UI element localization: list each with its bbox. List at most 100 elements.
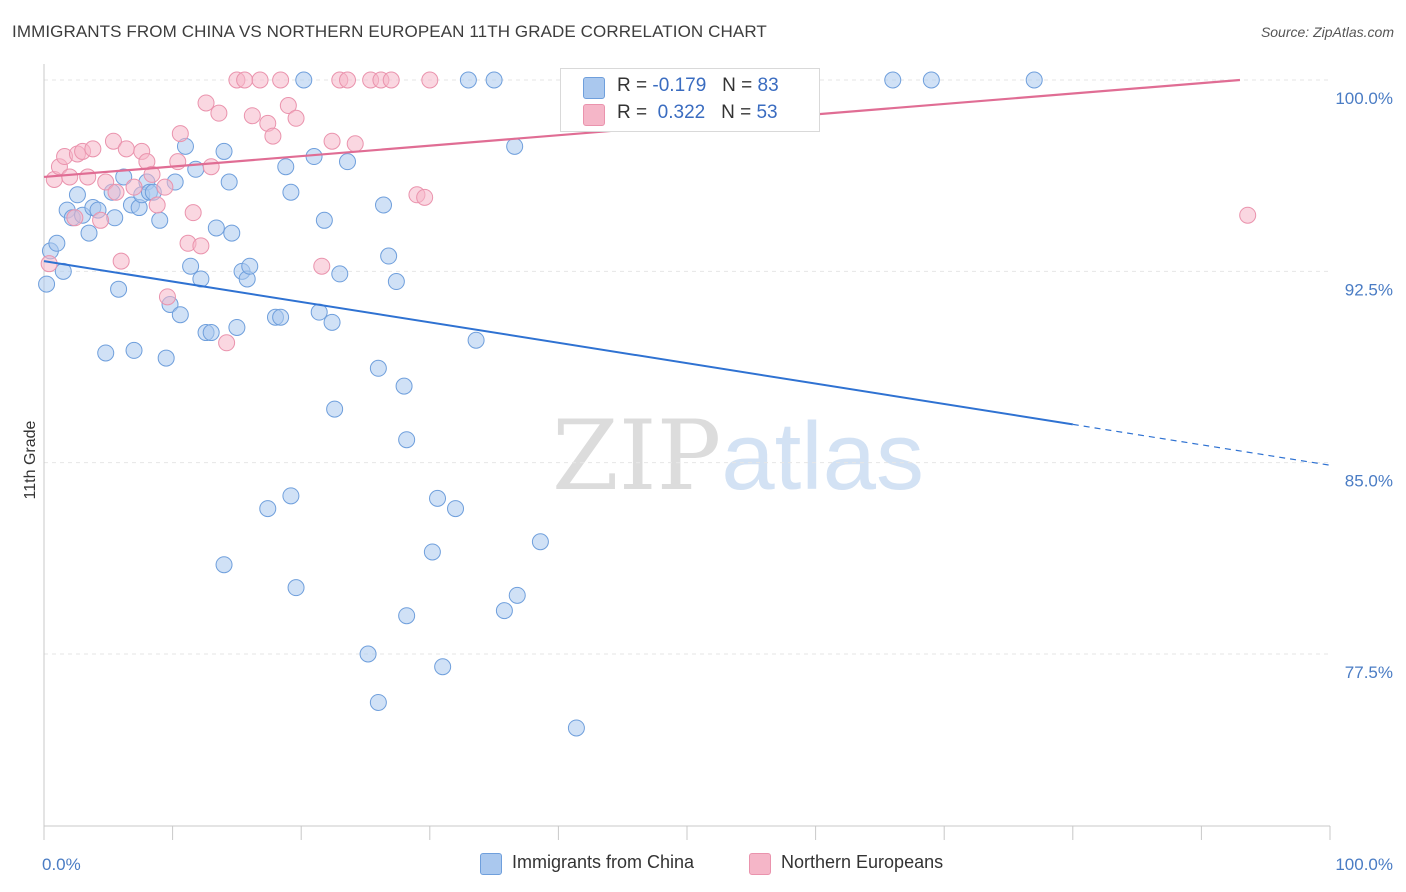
europe-point bbox=[125, 178, 143, 196]
europe-point bbox=[66, 209, 84, 227]
china-point bbox=[338, 153, 356, 171]
china-point bbox=[157, 349, 175, 367]
china-point bbox=[215, 142, 233, 160]
china-point bbox=[380, 247, 398, 265]
legend-n-label: N = bbox=[722, 75, 753, 96]
china-point bbox=[884, 71, 902, 89]
europe-point bbox=[184, 204, 202, 222]
legend-r-label: R = bbox=[617, 75, 648, 96]
y-tick-label: 92.5% bbox=[1345, 280, 1393, 299]
europe-point bbox=[279, 97, 297, 115]
china-point bbox=[447, 500, 465, 518]
europe-point bbox=[346, 135, 364, 153]
legend-n-value: 83 bbox=[757, 75, 779, 96]
y-axis-label: 11th Grade bbox=[22, 420, 39, 499]
axes bbox=[43, 64, 1331, 840]
china-point bbox=[125, 341, 143, 359]
china-point bbox=[207, 219, 225, 237]
legend-stats-china: R = -0.179 N = 83 bbox=[617, 75, 779, 97]
europe-point bbox=[202, 158, 220, 176]
axis-labels: 77.5% 85.0% 92.5% 100.0% 0.0% 100.0% 11th Grad… bbox=[22, 89, 1393, 874]
china-point bbox=[68, 186, 86, 204]
legend-n-label: N = bbox=[721, 102, 752, 123]
china-point bbox=[202, 324, 220, 342]
china-point bbox=[359, 645, 377, 663]
europe-point bbox=[158, 288, 176, 306]
europe-point bbox=[148, 196, 166, 214]
y-tick-label: 77.5% bbox=[1345, 663, 1393, 682]
china-point bbox=[369, 693, 387, 711]
china-point bbox=[228, 318, 246, 336]
china-point bbox=[434, 658, 452, 676]
china-point bbox=[375, 196, 393, 214]
china-point bbox=[429, 489, 447, 507]
europe-point bbox=[84, 140, 102, 158]
china-point bbox=[215, 556, 233, 574]
watermark-zip: ZIP bbox=[552, 400, 722, 512]
china-point bbox=[467, 331, 485, 349]
legend-stats-europe: R = 0.322 N = 53 bbox=[617, 102, 778, 124]
europe-point bbox=[171, 125, 189, 143]
china-point bbox=[97, 344, 115, 362]
europe-point bbox=[107, 183, 125, 201]
europe-point bbox=[272, 71, 290, 89]
china-point bbox=[182, 257, 200, 275]
europe-point bbox=[264, 127, 282, 145]
europe-point bbox=[210, 104, 228, 122]
europe-point bbox=[104, 132, 122, 150]
china-point bbox=[922, 71, 940, 89]
europe-point bbox=[218, 334, 236, 352]
y-tick-label: 100.0% bbox=[1335, 89, 1393, 108]
china-point bbox=[331, 265, 349, 283]
legend-r-label: R = bbox=[617, 102, 648, 123]
china-trend-extension bbox=[1072, 423, 1331, 466]
china-point bbox=[395, 377, 413, 395]
europe-point bbox=[421, 71, 439, 89]
china-point bbox=[282, 183, 300, 201]
europe-point bbox=[236, 71, 254, 89]
legend-n-value: 53 bbox=[756, 102, 778, 123]
china-point bbox=[106, 209, 124, 227]
china-point bbox=[423, 543, 441, 561]
bottom-legend-label-china: Immigrants from China bbox=[512, 852, 695, 872]
china-point bbox=[110, 280, 128, 298]
china-point bbox=[272, 308, 290, 326]
europe-point bbox=[156, 178, 174, 196]
china-point bbox=[508, 586, 526, 604]
europe-point bbox=[1239, 206, 1257, 224]
china-point bbox=[1025, 71, 1043, 89]
china-point bbox=[398, 431, 416, 449]
china-point bbox=[241, 257, 259, 275]
legend-swatch-europe bbox=[583, 104, 605, 126]
y-tick-label: 85.0% bbox=[1345, 472, 1393, 491]
europe-point bbox=[61, 168, 79, 186]
europe-point bbox=[338, 71, 356, 89]
china-point bbox=[495, 602, 513, 620]
china-point bbox=[398, 607, 416, 625]
china-point bbox=[115, 168, 133, 186]
x-tick-label-max: 100.0% bbox=[1335, 855, 1393, 874]
grid-lines bbox=[44, 79, 1330, 655]
china-point bbox=[151, 211, 169, 229]
europe-point bbox=[251, 71, 269, 89]
china-point bbox=[223, 224, 241, 242]
china-point bbox=[506, 137, 524, 155]
europe-point bbox=[287, 109, 305, 127]
europe-point bbox=[143, 165, 161, 183]
source-credit: Source: ZipAtlas.com bbox=[1260, 24, 1394, 40]
europe-point bbox=[323, 132, 341, 150]
europe-point bbox=[192, 237, 210, 255]
europe-point bbox=[313, 257, 331, 275]
china-point bbox=[315, 211, 333, 229]
china-point bbox=[485, 71, 503, 89]
x-tick-label-min: 0.0% bbox=[42, 855, 81, 874]
china-point bbox=[369, 359, 387, 377]
watermark-atlas: atlas bbox=[721, 403, 924, 510]
europe-point bbox=[197, 94, 215, 112]
europe-point bbox=[97, 173, 115, 191]
china-trend-line bbox=[43, 260, 1073, 426]
europe-point bbox=[382, 71, 400, 89]
china-point bbox=[48, 234, 66, 252]
china-point bbox=[277, 158, 295, 176]
